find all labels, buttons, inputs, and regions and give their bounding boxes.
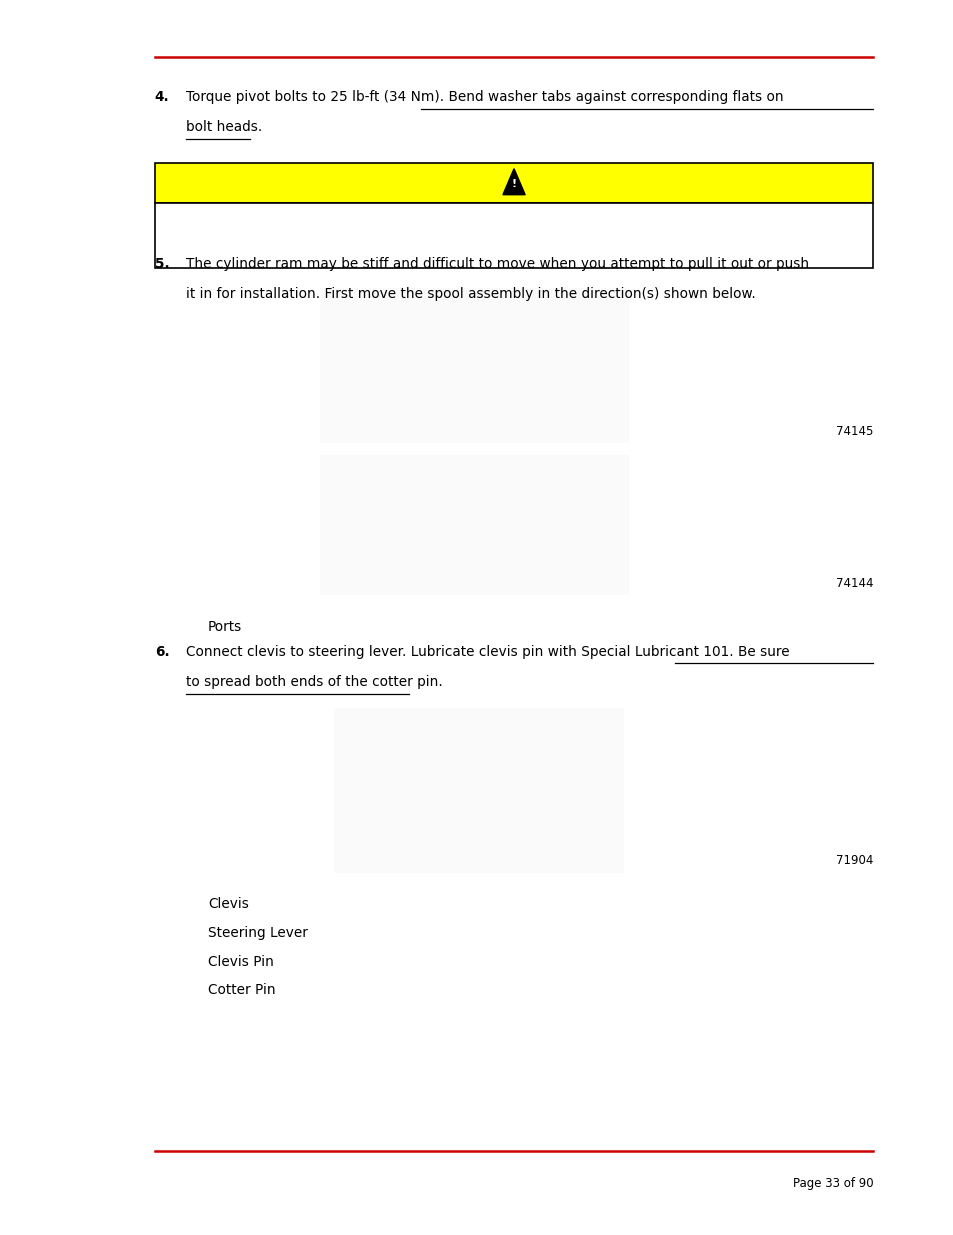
Text: The cylinder ram may be stiff and difficult to move when you attempt to pull it : The cylinder ram may be stiff and diffic… [186, 257, 808, 270]
Bar [319, 454, 628, 595]
Text: it in for installation. First move the spool assembly in the direction(s) shown : it in for installation. First move the s… [186, 287, 755, 301]
Text: Page 33 of 90: Page 33 of 90 [792, 1177, 872, 1191]
Text: Clevis Pin: Clevis Pin [208, 955, 274, 968]
Text: 4.: 4. [154, 90, 170, 104]
Text: Ports: Ports [208, 620, 242, 634]
Text: Torque pivot bolts to 25 lb-ft (34 Nm). Bend washer tabs against corresponding f: Torque pivot bolts to 25 lb-ft (34 Nm). … [186, 90, 782, 104]
Text: Steering Lever: Steering Lever [208, 926, 308, 940]
Text: 71904: 71904 [835, 855, 872, 867]
Text: to spread both ends of the cotter pin.: to spread both ends of the cotter pin. [186, 676, 442, 689]
Polygon shape [502, 169, 524, 195]
Text: Connect clevis to steering lever. Lubricate clevis pin with Special Lubricant 10: Connect clevis to steering lever. Lubric… [186, 645, 788, 659]
Bar [334, 708, 623, 872]
Bar [319, 288, 628, 442]
Text: bolt heads.: bolt heads. [186, 120, 262, 135]
Text: 5.: 5. [154, 257, 170, 270]
Text: 74145: 74145 [835, 425, 872, 437]
Text: Cotter Pin: Cotter Pin [208, 983, 275, 997]
Text: 74144: 74144 [835, 577, 872, 590]
Text: !: ! [511, 179, 517, 189]
Text: Clevis: Clevis [208, 898, 249, 911]
Bar [154, 203, 872, 268]
Text: 6.: 6. [154, 645, 170, 659]
Bar [154, 163, 872, 203]
